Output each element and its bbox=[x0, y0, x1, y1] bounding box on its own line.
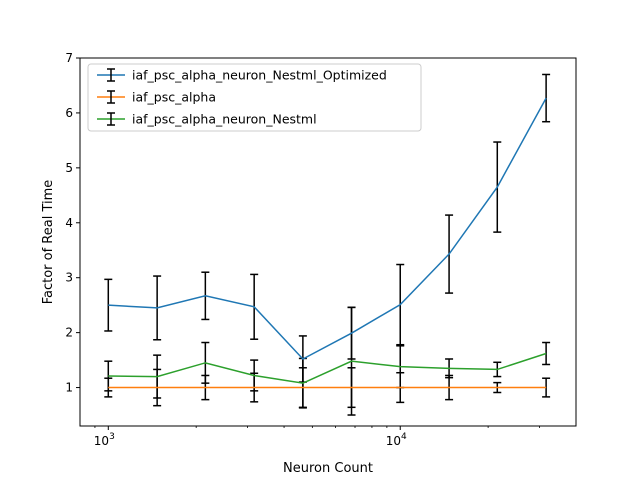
legend-entry: iaf_psc_alpha_neuron_Nestml_Optimized bbox=[97, 68, 387, 83]
y-tick-label: 3 bbox=[65, 271, 73, 285]
plot-frame bbox=[79, 57, 577, 427]
y-tick-label: 7 bbox=[65, 51, 73, 65]
series-line-3 bbox=[108, 352, 547, 384]
legend-box bbox=[87, 63, 422, 132]
legend-label: iaf_psc_alpha_neuron_Nestml bbox=[132, 112, 317, 127]
legend: iaf_psc_alpha_neuron_Nestml_Optimizediaf… bbox=[87, 63, 422, 132]
y-tick-label: 6 bbox=[65, 106, 73, 120]
series-line-1 bbox=[108, 97, 547, 360]
error-bar bbox=[542, 73, 551, 123]
y-axis-ticks: 1 2 3 4 5 6 7 bbox=[65, 51, 80, 395]
x-axis-label: Neuron Count bbox=[283, 461, 373, 476]
y-tick-label: 1 bbox=[65, 381, 73, 395]
y-tick-label: 4 bbox=[65, 216, 73, 230]
y-tick-label: 2 bbox=[65, 326, 73, 340]
error-bar bbox=[542, 341, 551, 366]
y-tick-label: 5 bbox=[65, 161, 73, 175]
legend-entry: iaf_psc_alpha_neuron_Nestml bbox=[97, 112, 317, 127]
legend-label: iaf_psc_alpha bbox=[132, 90, 216, 105]
legend-label: iaf_psc_alpha_neuron_Nestml_Optimized bbox=[132, 68, 387, 83]
error-bar bbox=[542, 377, 551, 398]
legend-entry: iaf_psc_alpha bbox=[97, 90, 216, 105]
series-lines bbox=[108, 97, 547, 389]
y-axis-label: Factor of Real Time bbox=[41, 180, 56, 305]
